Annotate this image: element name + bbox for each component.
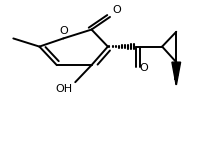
Text: O: O [139, 63, 148, 73]
Text: O: O [112, 5, 121, 15]
Polygon shape [176, 62, 177, 84]
Polygon shape [172, 62, 181, 84]
Text: O: O [59, 26, 68, 36]
Text: OH: OH [55, 84, 73, 94]
Text: F: F [173, 72, 180, 82]
